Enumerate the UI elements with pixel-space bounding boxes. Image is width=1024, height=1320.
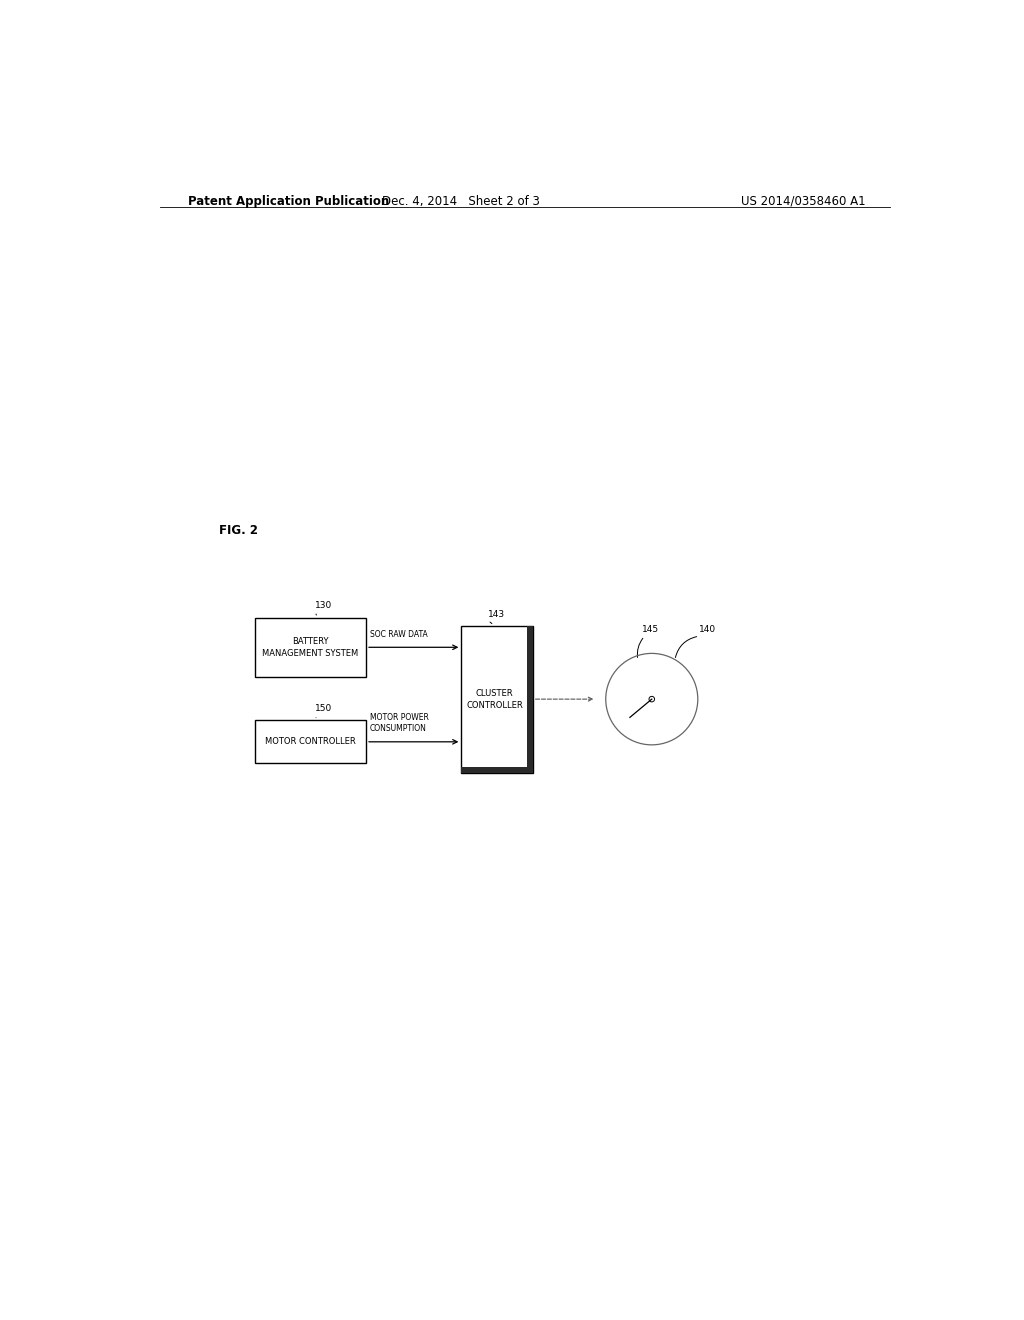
- Text: 140: 140: [699, 626, 717, 634]
- Bar: [461, 626, 532, 774]
- Text: MOTOR POWER
CONSUMPTION: MOTOR POWER CONSUMPTION: [370, 713, 429, 733]
- Bar: [527, 626, 532, 774]
- Bar: [255, 618, 367, 677]
- Text: 143: 143: [487, 610, 505, 619]
- Text: MOTOR CONTROLLER: MOTOR CONTROLLER: [265, 738, 356, 746]
- Text: 150: 150: [314, 705, 332, 713]
- Text: SOC RAW DATA: SOC RAW DATA: [370, 630, 428, 639]
- Text: Patent Application Publication: Patent Application Publication: [187, 195, 389, 209]
- Text: Dec. 4, 2014   Sheet 2 of 3: Dec. 4, 2014 Sheet 2 of 3: [382, 195, 541, 209]
- Text: 130: 130: [314, 601, 332, 610]
- Text: CLUSTER
CONTROLLER: CLUSTER CONTROLLER: [466, 689, 523, 710]
- Bar: [255, 721, 367, 763]
- Text: FIG. 2: FIG. 2: [219, 524, 258, 537]
- Text: BATTERY
MANAGEMENT SYSTEM: BATTERY MANAGEMENT SYSTEM: [262, 636, 358, 657]
- Text: 145: 145: [642, 626, 659, 634]
- Text: US 2014/0358460 A1: US 2014/0358460 A1: [741, 195, 866, 209]
- Bar: [461, 767, 532, 774]
